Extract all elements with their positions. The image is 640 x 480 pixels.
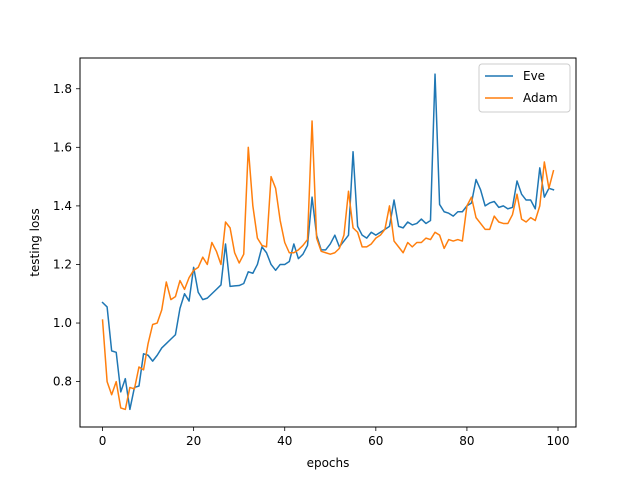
legend-label-adam: Adam xyxy=(523,91,558,105)
y-axis-label: testing loss xyxy=(28,208,42,277)
axes-frame xyxy=(79,57,577,428)
y-tick-label: 1.8 xyxy=(53,82,72,96)
x-tick-label: 60 xyxy=(368,434,383,448)
x-tick-label: 40 xyxy=(277,434,292,448)
legend: Eve Adam xyxy=(478,63,571,113)
y-tick-label: 1.2 xyxy=(53,257,72,271)
x-tick-label: 100 xyxy=(547,434,570,448)
x-axis-label: epochs xyxy=(307,456,350,470)
series-layer xyxy=(101,73,555,411)
x-tick-label: 0 xyxy=(99,434,107,448)
y-tick-label: 1.0 xyxy=(53,316,72,330)
y-tick-label: 1.4 xyxy=(53,199,72,213)
y-tick-label: 0.8 xyxy=(53,375,72,389)
y-tick-label: 1.6 xyxy=(53,140,72,154)
legend-label-eve: Eve xyxy=(523,69,545,83)
x-tick-label: 80 xyxy=(459,434,474,448)
x-tick-label: 20 xyxy=(186,434,201,448)
series-line-adam xyxy=(101,120,555,411)
series-line-eve xyxy=(101,73,555,411)
y-axis-ticks: 0.8 1.0 1.2 1.4 1.6 1.8 xyxy=(53,82,80,389)
x-axis-ticks: 0 20 40 60 80 100 xyxy=(99,427,570,448)
